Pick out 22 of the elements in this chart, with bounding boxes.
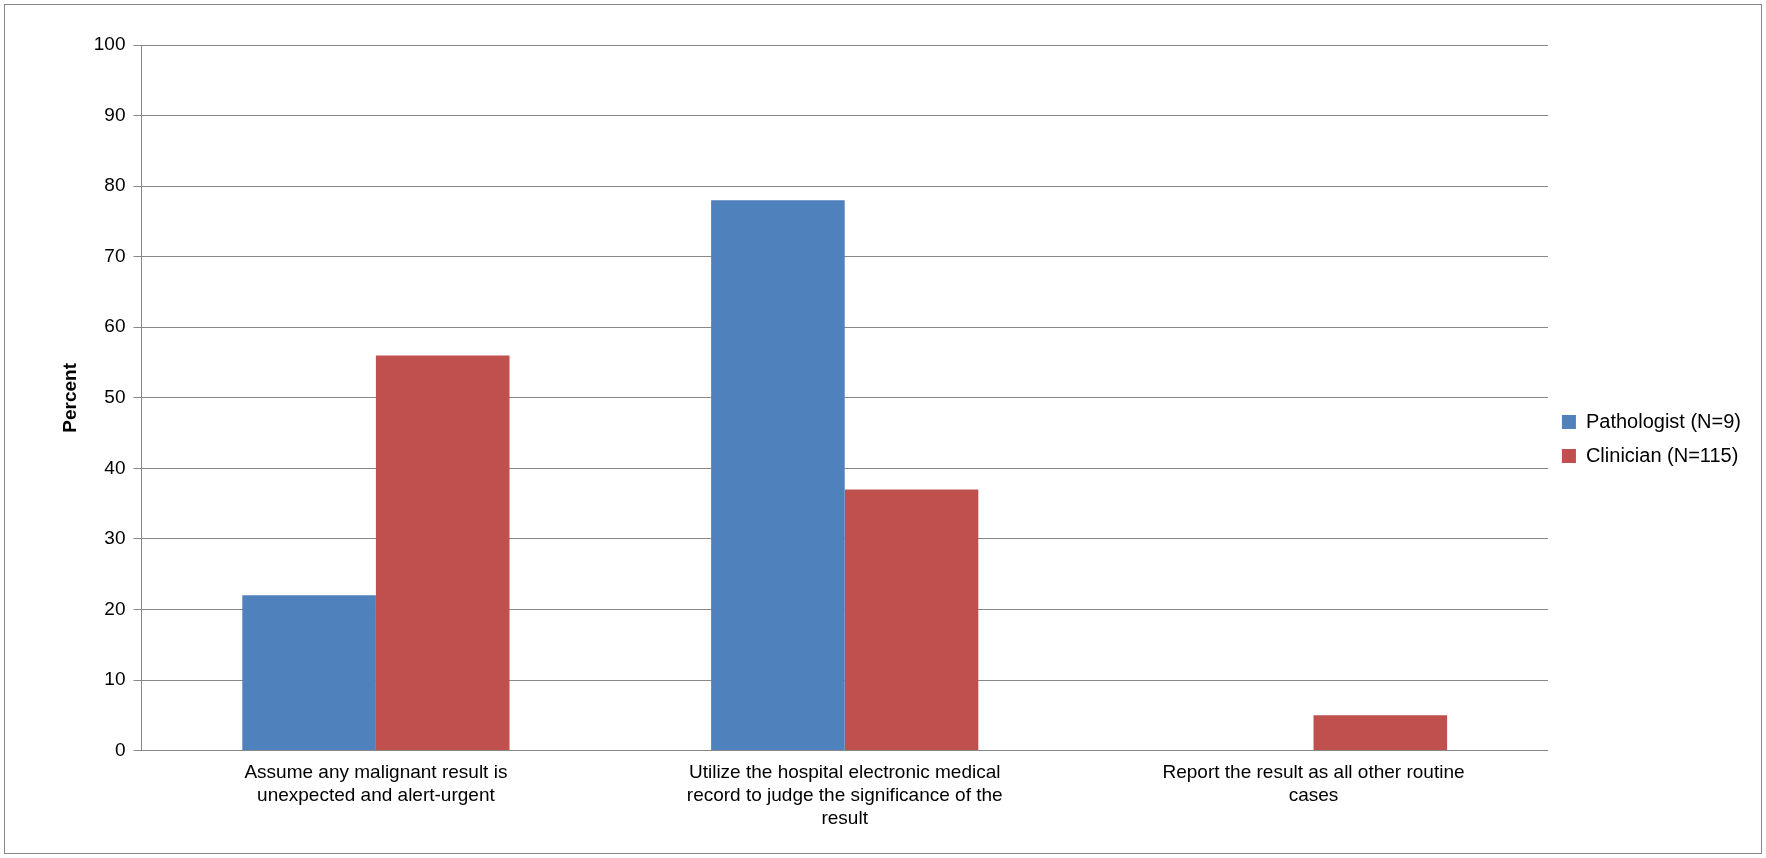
y-tick-label: 10: [104, 668, 126, 690]
bar: [375, 355, 510, 751]
y-tick-label: 20: [104, 597, 126, 619]
y-tick-label: 90: [104, 103, 126, 125]
y-tick-label: 50: [104, 386, 126, 408]
y-tick-label: 70: [104, 244, 126, 266]
y-tick-label: 80: [104, 174, 126, 196]
legend-label: Pathologist (N=9): [1585, 409, 1741, 432]
y-tick-label: 30: [104, 527, 126, 549]
y-tick-label: 0: [114, 738, 126, 760]
bar: [1313, 715, 1448, 751]
y-tick-label: 40: [104, 456, 126, 478]
legend-label: Clinician (N=115): [1585, 443, 1739, 466]
y-tick-label: 60: [104, 315, 126, 337]
y-axis-title: Percent: [58, 362, 80, 433]
x-tick-label: Utilize the hospital electronic medical record to judge the significance of the result: [686, 761, 1003, 828]
bar: [844, 489, 979, 751]
bar: [242, 595, 376, 751]
x-tick-label: Assume any malignant result is unexpected and alert-urgent: [244, 761, 508, 806]
bar: [711, 200, 845, 751]
x-tick-label: Report the result as all other routine cases: [1162, 761, 1465, 806]
y-tick-label: 100: [93, 33, 126, 55]
